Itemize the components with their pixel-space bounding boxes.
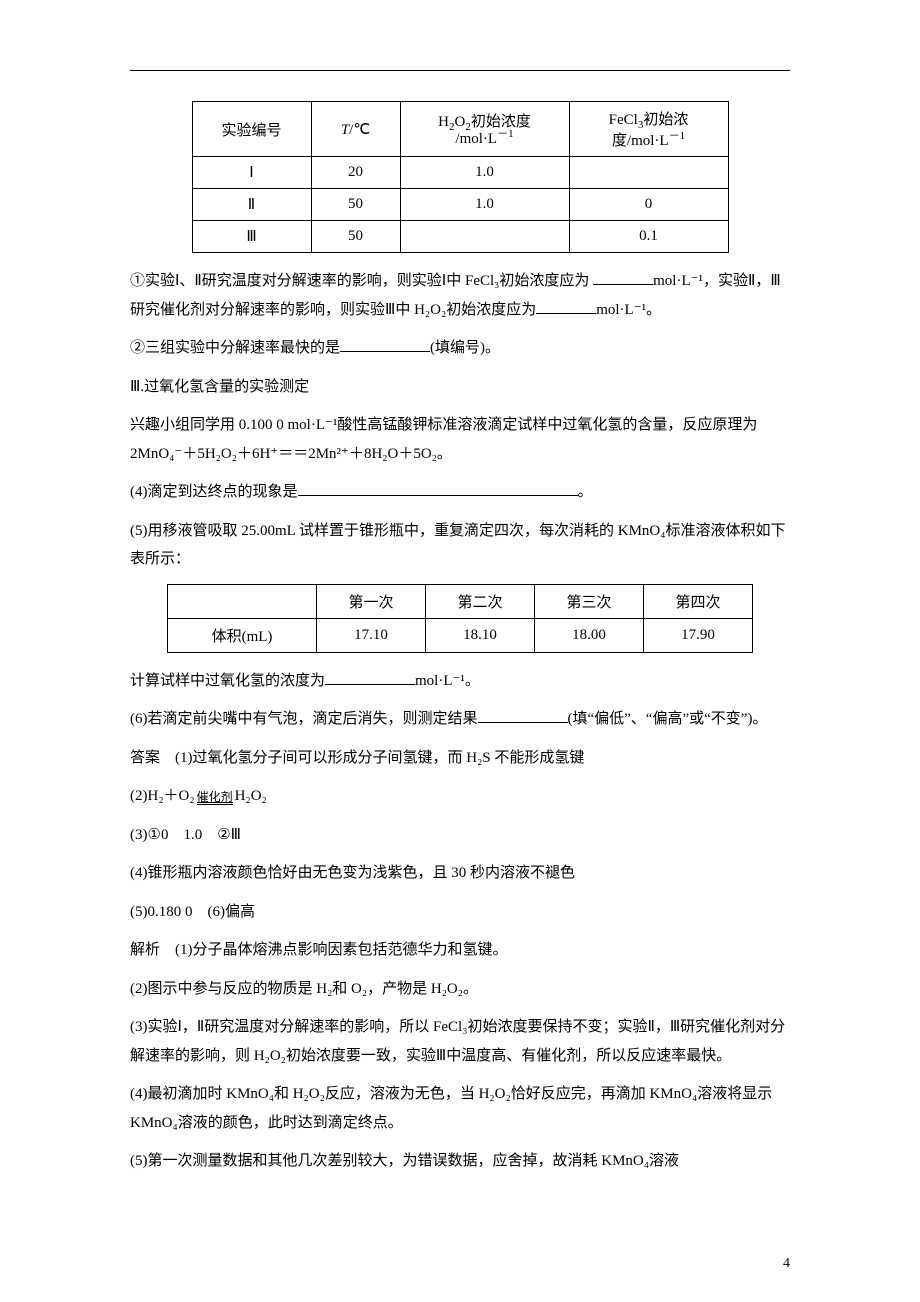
- document-page: 实验编号 T/℃ H2O2初始浓度/mol·L－1 FeCl3初始浓度/mol·…: [0, 0, 920, 1302]
- text: mol·L⁻¹。: [415, 673, 480, 689]
- blank-fill: [340, 336, 430, 352]
- text: H₂O₂: [235, 788, 267, 804]
- cell: 1.0: [400, 157, 569, 189]
- text: (4)滴定到达终点的现象是: [130, 484, 298, 500]
- header-rule: [130, 70, 790, 71]
- volume-table: 第一次 第二次 第三次 第四次 体积(mL) 17.10 18.10 18.00…: [167, 584, 753, 653]
- cell: Ⅲ: [192, 221, 311, 253]
- cell: 18.10: [426, 618, 535, 652]
- cell: 20: [311, 157, 400, 189]
- text: (填编号)。: [430, 340, 500, 356]
- paragraph-q2: ②三组实验中分解速率最快的是 (填编号)。: [130, 334, 790, 363]
- cell: Ⅱ: [192, 189, 311, 221]
- th-fecl3: FeCl3初始浓度/mol·L－1: [569, 102, 728, 157]
- text: (2)H₂＋O₂: [130, 788, 195, 804]
- paragraph-explain-2: (2)图示中参与反应的物质是 H₂和 O₂，产物是 H₂O₂。: [130, 975, 790, 1004]
- paragraph-answer-1: 答案 (1)过氧化氢分子间可以形成分子间氢键，而 H₂S 不能形成氢键: [130, 744, 790, 773]
- text: ①实验Ⅰ、Ⅱ研究温度对分解速率的影响，则实验Ⅰ中 FeCl₃初始浓度应为: [130, 273, 589, 289]
- th-exp-no: 实验编号: [192, 102, 311, 157]
- cell: [400, 221, 569, 253]
- text: 计算试样中过氧化氢的浓度为: [130, 673, 325, 689]
- table-row: 实验编号 T/℃ H2O2初始浓度/mol·L－1 FeCl3初始浓度/mol·…: [192, 102, 728, 157]
- table-row: 体积(mL) 17.10 18.10 18.00 17.90: [168, 618, 753, 652]
- cell: 17.90: [644, 618, 753, 652]
- experiment-table: 实验编号 T/℃ H2O2初始浓度/mol·L－1 FeCl3初始浓度/mol·…: [192, 101, 729, 253]
- cell: 第三次: [535, 584, 644, 618]
- paragraph-answer-2: (2)H₂＋O₂催化剂H₂O₂: [130, 782, 790, 811]
- cell: 第四次: [644, 584, 753, 618]
- paragraph-explain-3: (3)实验Ⅰ，Ⅱ研究温度对分解速率的影响，所以 FeCl₃初始浓度要保持不变；实…: [130, 1013, 790, 1070]
- table-row: Ⅱ 50 1.0 0: [192, 189, 728, 221]
- cell: 17.10: [317, 618, 426, 652]
- cell: 50: [311, 189, 400, 221]
- th-temp: T/℃: [311, 102, 400, 157]
- blank-fill: [593, 269, 653, 285]
- paragraph-q4: (4)滴定到达终点的现象是 。: [130, 478, 790, 507]
- text: ②三组实验中分解速率最快的是: [130, 340, 340, 356]
- cell-text: 实验编号: [221, 123, 281, 139]
- cell: [569, 157, 728, 189]
- paragraph-q3-body: 兴趣小组同学用 0.100 0 mol·L⁻¹酸性高锰酸钾标准溶液滴定试样中过氧…: [130, 411, 790, 468]
- cell: 50: [311, 221, 400, 253]
- cell: 0: [569, 189, 728, 221]
- paragraph-q6: (6)若滴定前尖嘴中有气泡，滴定后消失，则测定结果 (填“偏低”、“偏高”或“不变…: [130, 705, 790, 734]
- reaction-arrow: 催化剂: [195, 791, 235, 803]
- cell: 18.00: [535, 618, 644, 652]
- cell: [168, 584, 317, 618]
- paragraph-q5: (5)用移液管吸取 25.00mL 试样置于锥形瓶中，重复滴定四次，每次消耗的 …: [130, 517, 790, 574]
- paragraph-section3: Ⅲ.过氧化氢含量的实验测定: [130, 373, 790, 402]
- text: (填“偏低”、“偏高”或“不变”)。: [568, 711, 768, 727]
- cell: 第二次: [426, 584, 535, 618]
- cell: Ⅰ: [192, 157, 311, 189]
- text: mol·L⁻¹。: [596, 302, 661, 318]
- table-row: 第一次 第二次 第三次 第四次: [168, 584, 753, 618]
- paragraph-explain-5: (5)第一次测量数据和其他几次差别较大，为错误数据，应舍掉，故消耗 KMnO₄溶…: [130, 1147, 790, 1176]
- text: 。: [578, 484, 593, 500]
- paragraph-explain-1: 解析 (1)分子晶体熔沸点影响因素包括范德华力和氢键。: [130, 936, 790, 965]
- paragraph-answer-3: (3)①0 1.0 ②Ⅲ: [130, 821, 790, 850]
- text: (6)若滴定前尖嘴中有气泡，滴定后消失，则测定结果: [130, 711, 478, 727]
- page-number: 4: [783, 1256, 790, 1272]
- paragraph-q1: ①实验Ⅰ、Ⅱ研究温度对分解速率的影响，则实验Ⅰ中 FeCl₃初始浓度应为 mol…: [130, 267, 790, 324]
- table-row: Ⅰ 20 1.0: [192, 157, 728, 189]
- paragraph-calc: 计算试样中过氧化氢的浓度为 mol·L⁻¹。: [130, 667, 790, 696]
- blank-fill: [325, 669, 415, 685]
- cell: 1.0: [400, 189, 569, 221]
- paragraph-answer-5: (5)0.180 0 (6)偏高: [130, 898, 790, 927]
- paragraph-answer-4: (4)锥形瓶内溶液颜色恰好由无色变为浅紫色，且 30 秒内溶液不褪色: [130, 859, 790, 888]
- cell: 体积(mL): [168, 618, 317, 652]
- blank-fill: [298, 480, 578, 496]
- paragraph-explain-4: (4)最初滴加时 KMnO₄和 H₂O₂反应，溶液为无色，当 H₂O₂恰好反应完…: [130, 1080, 790, 1137]
- blank-fill: [536, 298, 596, 314]
- cell: 第一次: [317, 584, 426, 618]
- table-row: Ⅲ 50 0.1: [192, 221, 728, 253]
- cell: 0.1: [569, 221, 728, 253]
- blank-fill: [478, 707, 568, 723]
- th-h2o2: H2O2初始浓度/mol·L－1: [400, 102, 569, 157]
